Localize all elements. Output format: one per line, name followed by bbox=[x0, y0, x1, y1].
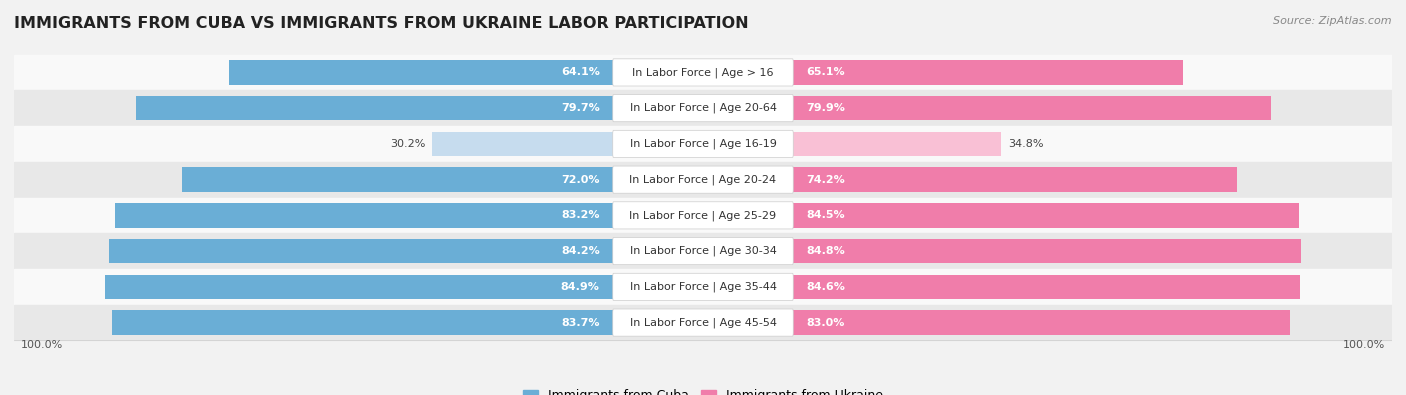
Bar bbox=[14, 162, 1392, 198]
Text: In Labor Force | Age 20-64: In Labor Force | Age 20-64 bbox=[630, 103, 776, 113]
Text: 100.0%: 100.0% bbox=[21, 340, 63, 350]
FancyBboxPatch shape bbox=[613, 59, 793, 86]
Bar bbox=[14, 55, 1392, 90]
FancyBboxPatch shape bbox=[613, 130, 793, 158]
Bar bbox=[136, 96, 613, 120]
Text: In Labor Force | Age 35-44: In Labor Force | Age 35-44 bbox=[630, 282, 776, 292]
Bar bbox=[104, 275, 613, 299]
Text: 34.8%: 34.8% bbox=[1008, 139, 1043, 149]
Bar bbox=[14, 305, 1392, 340]
Bar bbox=[111, 310, 613, 335]
Bar bbox=[14, 233, 1392, 269]
Bar bbox=[14, 90, 1392, 126]
FancyBboxPatch shape bbox=[613, 202, 793, 229]
Bar bbox=[433, 132, 613, 156]
Bar bbox=[793, 96, 1271, 120]
Text: IMMIGRANTS FROM CUBA VS IMMIGRANTS FROM UKRAINE LABOR PARTICIPATION: IMMIGRANTS FROM CUBA VS IMMIGRANTS FROM … bbox=[14, 16, 748, 31]
FancyBboxPatch shape bbox=[613, 273, 793, 301]
Text: 83.7%: 83.7% bbox=[561, 318, 599, 327]
Text: In Labor Force | Age 45-54: In Labor Force | Age 45-54 bbox=[630, 317, 776, 328]
Bar bbox=[793, 60, 1182, 85]
Text: 83.2%: 83.2% bbox=[561, 211, 599, 220]
Text: 79.9%: 79.9% bbox=[807, 103, 845, 113]
Text: 65.1%: 65.1% bbox=[807, 68, 845, 77]
Text: 30.2%: 30.2% bbox=[389, 139, 426, 149]
Bar bbox=[14, 198, 1392, 233]
Legend: Immigrants from Cuba, Immigrants from Ukraine: Immigrants from Cuba, Immigrants from Uk… bbox=[517, 384, 889, 395]
Bar bbox=[229, 60, 613, 85]
Text: Source: ZipAtlas.com: Source: ZipAtlas.com bbox=[1274, 16, 1392, 26]
Bar bbox=[14, 126, 1392, 162]
FancyBboxPatch shape bbox=[613, 166, 793, 193]
Text: In Labor Force | Age 25-29: In Labor Force | Age 25-29 bbox=[630, 210, 776, 221]
Bar bbox=[181, 167, 613, 192]
Text: 74.2%: 74.2% bbox=[807, 175, 845, 184]
Bar bbox=[793, 239, 1301, 263]
Text: In Labor Force | Age 20-24: In Labor Force | Age 20-24 bbox=[630, 174, 776, 185]
Text: 84.5%: 84.5% bbox=[807, 211, 845, 220]
Text: 84.9%: 84.9% bbox=[561, 282, 599, 292]
FancyBboxPatch shape bbox=[613, 94, 793, 122]
Bar bbox=[793, 310, 1291, 335]
Bar bbox=[115, 203, 613, 228]
Bar bbox=[793, 132, 1001, 156]
Text: 84.2%: 84.2% bbox=[561, 246, 599, 256]
FancyBboxPatch shape bbox=[613, 237, 793, 265]
Text: 79.7%: 79.7% bbox=[561, 103, 599, 113]
Text: In Labor Force | Age 30-34: In Labor Force | Age 30-34 bbox=[630, 246, 776, 256]
FancyBboxPatch shape bbox=[613, 309, 793, 336]
Text: 84.6%: 84.6% bbox=[807, 282, 845, 292]
Text: 64.1%: 64.1% bbox=[561, 68, 599, 77]
Bar bbox=[14, 269, 1392, 305]
Bar bbox=[108, 239, 613, 263]
Text: 83.0%: 83.0% bbox=[807, 318, 845, 327]
Text: 100.0%: 100.0% bbox=[1343, 340, 1385, 350]
Bar bbox=[793, 203, 1299, 228]
Text: In Labor Force | Age 16-19: In Labor Force | Age 16-19 bbox=[630, 139, 776, 149]
Bar bbox=[793, 167, 1237, 192]
Text: 84.8%: 84.8% bbox=[807, 246, 845, 256]
Text: 72.0%: 72.0% bbox=[561, 175, 599, 184]
Bar bbox=[793, 275, 1299, 299]
Text: In Labor Force | Age > 16: In Labor Force | Age > 16 bbox=[633, 67, 773, 78]
